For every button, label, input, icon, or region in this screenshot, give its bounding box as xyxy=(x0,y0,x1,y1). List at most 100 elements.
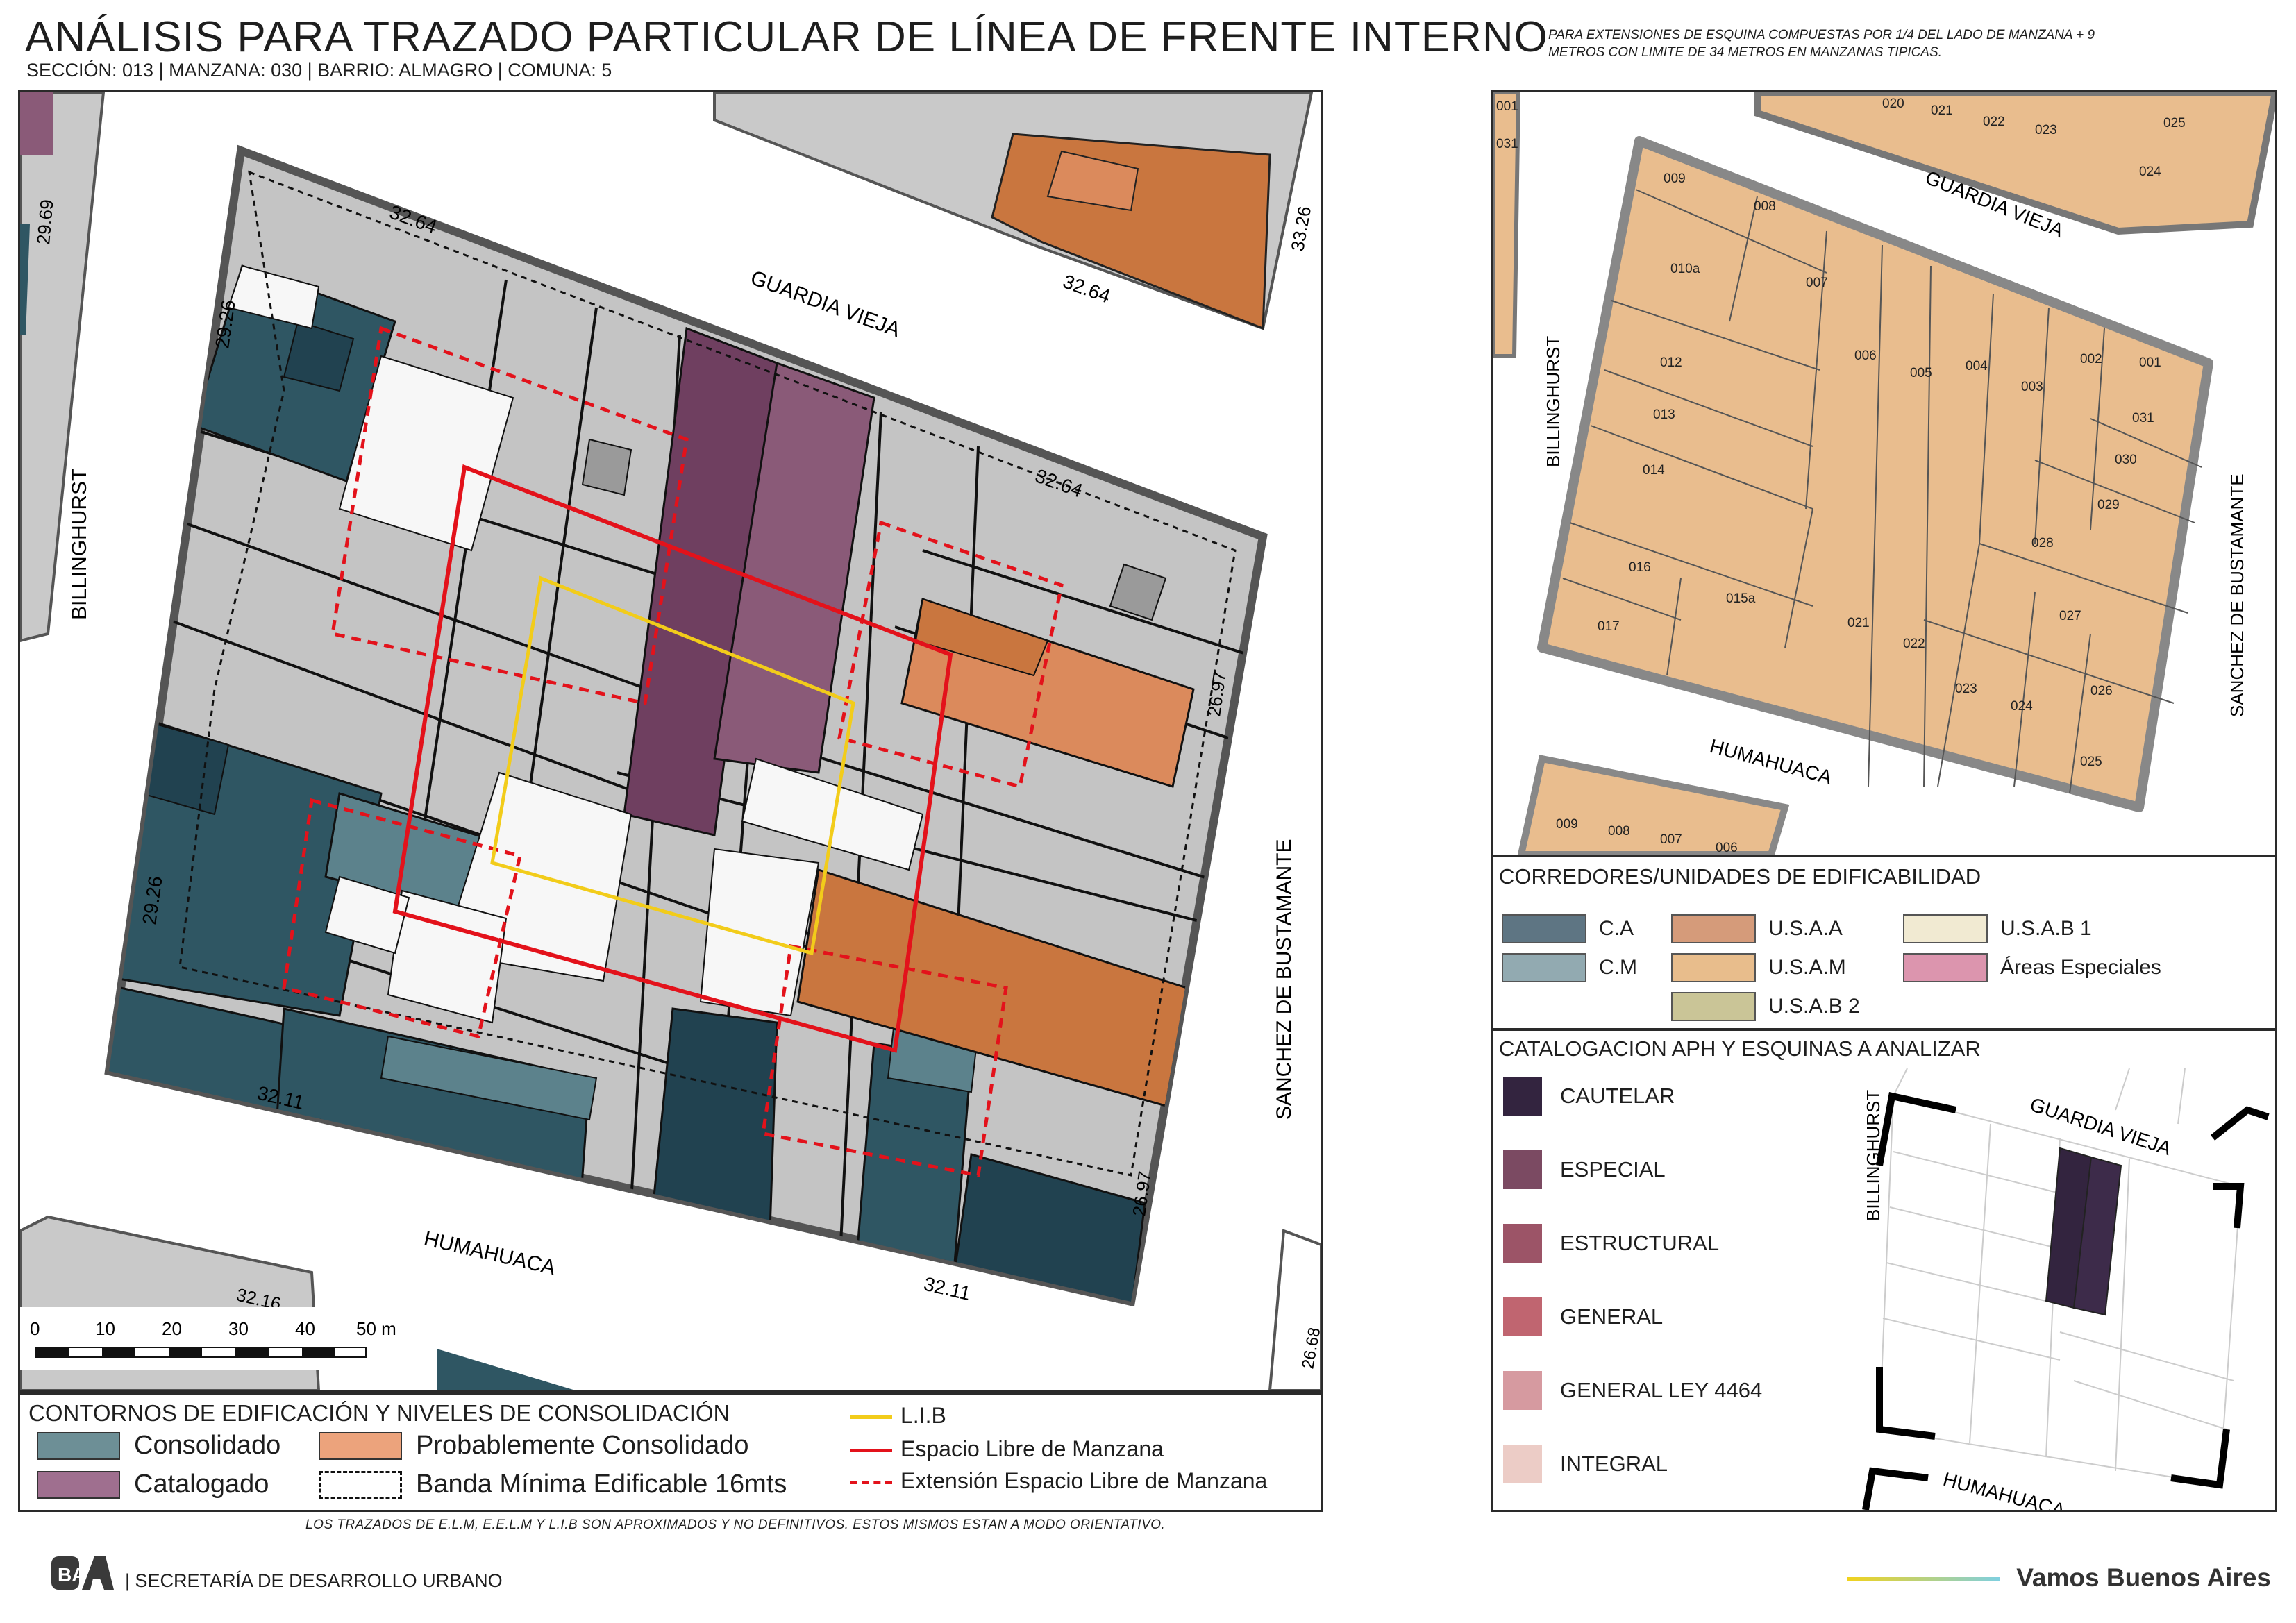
cautelar-lot-2 xyxy=(2072,1156,2122,1316)
scale-tick-10: 10 xyxy=(95,1318,115,1339)
swatch-consolidado xyxy=(37,1431,120,1460)
legend-item-prob-consolidado: Probablemente Consolidado xyxy=(319,1431,749,1461)
main-map-panel: GUARDIA VIEJA BILLINGHURST HUMAHUACA SAN… xyxy=(18,90,1323,1393)
line-elm-label: Espacio Libre de Manzana xyxy=(900,1436,1164,1461)
dim-left-far: 29.69 xyxy=(33,199,58,245)
page-title: ANÁLISIS PARA TRAZADO PARTICULAR DE LÍNE… xyxy=(25,13,1548,61)
swatch-cm xyxy=(1502,953,1586,982)
line-eelm-sample xyxy=(850,1481,892,1484)
dim-top-right-block: 32.64 xyxy=(1060,271,1113,308)
block-map: GUARDIA VIEJA BILLINGHURST HUMAHUACA SAN… xyxy=(20,92,1321,1390)
swatch-areas-especiales xyxy=(1903,953,1988,982)
legend-item-consolidado: Consolidado xyxy=(37,1431,280,1461)
consolidation-legend: CONTORNOS DE EDIFICACIÓN Y NIVELES DE CO… xyxy=(18,1393,1323,1512)
swatch-catalogado xyxy=(37,1470,120,1499)
catalogacion-legend: CATALOGACION APH Y ESQUINAS A ANALIZAR C… xyxy=(1491,1029,2277,1512)
corner-markers xyxy=(1862,1092,2270,1510)
band-16m xyxy=(178,170,1237,1177)
parcel-017: 017 xyxy=(1598,619,1620,634)
page-subtitle: SECCIÓN: 013 | MANZANA: 030 | BARRIO: AL… xyxy=(26,60,612,81)
bottom-parcel-008: 008 xyxy=(1608,824,1630,839)
legend-item-catalogado: Catalogado xyxy=(37,1470,269,1499)
parcel-028: 028 xyxy=(2031,536,2054,550)
line-lib-sample xyxy=(850,1415,892,1419)
corredores-legend: CORREDORES/UNIDADES DE EDIFICABILIDAD C.… xyxy=(1491,855,2277,1030)
ba-logo-text: BA xyxy=(58,1564,85,1586)
cat-general: GENERAL xyxy=(1503,1297,1663,1336)
edge-parcel-001: 001 xyxy=(1496,99,1518,114)
parcel-014: 014 xyxy=(1643,463,1665,478)
cat-cautelar: CAUTELAR xyxy=(1503,1077,1675,1116)
bottom-parcel-007: 007 xyxy=(1660,832,1682,847)
parcel-013: 013 xyxy=(1653,407,1675,422)
cat-general-ley-4464: GENERAL LEY 4464 xyxy=(1503,1371,1762,1410)
parcel-004: 004 xyxy=(1966,359,1988,373)
parcel-026: 026 xyxy=(2090,684,2113,698)
elm-extension xyxy=(282,326,1064,1177)
brand-name: Vamos Buenos Aires xyxy=(2016,1563,2271,1592)
scale-tick-20: 20 xyxy=(162,1318,182,1339)
parcel-022: 022 xyxy=(1903,637,1925,651)
scale-tick-30: 30 xyxy=(228,1318,249,1339)
parcel-map-panel: GUARDIA VIEJA BILLINGHURST HUMAHUACA SAN… xyxy=(1491,90,2277,857)
edge-parcel-031: 031 xyxy=(1496,137,1518,151)
parcel-025: 025 xyxy=(2080,755,2102,769)
cat-especial: ESPECIAL xyxy=(1503,1150,1666,1189)
street-label-right: SANCHEZ DE BUSTAMANTE xyxy=(1273,839,1296,1120)
brand-line xyxy=(1847,1577,2000,1581)
swatch-integral xyxy=(1503,1445,1542,1483)
parcel-016: 016 xyxy=(1629,560,1651,575)
legend-heading: CONTORNOS DE EDIFICACIÓN Y NIVELES DE CO… xyxy=(28,1400,730,1426)
corner-extension-note: PARA EXTENSIONES DE ESQUINA COMPUESTAS P… xyxy=(1548,28,2095,60)
linea-interna-basamento xyxy=(490,575,855,956)
cat-estructural: ESTRUCTURAL xyxy=(1503,1224,1719,1263)
bottom-parcel-009: 009 xyxy=(1556,817,1578,832)
parcel-021: 021 xyxy=(1847,616,1870,630)
street-label-left: BILLINGHURST xyxy=(68,469,91,620)
espacio-libre-manzana xyxy=(392,464,953,1053)
swatch-cautelar xyxy=(1503,1077,1542,1116)
parcel-005: 005 xyxy=(1910,366,1932,380)
parcel-031: 031 xyxy=(2132,411,2154,426)
dim-top-right-edge: 33.26 xyxy=(1287,205,1315,253)
top-parcel-025: 025 xyxy=(2163,116,2186,131)
corredor-cm: C.M xyxy=(1502,953,1637,982)
top-parcel-021: 021 xyxy=(1931,103,1953,118)
swatch-ca xyxy=(1502,914,1586,943)
parcel-002: 002 xyxy=(2080,352,2102,367)
swatch-especial xyxy=(1503,1150,1542,1189)
catalogacion-heading: CATALOGACION APH Y ESQUINAS A ANALIZAR xyxy=(1499,1036,1981,1061)
parcel-001: 001 xyxy=(2139,355,2161,370)
ba-logo: BA xyxy=(51,1555,114,1591)
parcel-003: 003 xyxy=(2021,380,2043,394)
corredores-heading: CORREDORES/UNIDADES DE EDIFICABILIDAD xyxy=(1499,864,1981,889)
top-parcel-020: 020 xyxy=(1882,96,1904,111)
swatch-general-ley-4464 xyxy=(1503,1371,1542,1410)
scale-tick-0: 0 xyxy=(30,1318,40,1339)
secretaria-label: | SECRETARÍA DE DESARROLLO URBANO xyxy=(125,1570,503,1591)
swatch-usaa xyxy=(1671,914,1756,943)
top-parcel-024: 024 xyxy=(2139,165,2161,179)
dim-bottom-right: 32.11 xyxy=(922,1273,973,1305)
bottom-parcel-006: 006 xyxy=(1716,841,1738,855)
scale-tick-40: 40 xyxy=(295,1318,315,1339)
parcel-027: 027 xyxy=(2059,609,2081,623)
parcel-labels: 009 008 010a 007 012 006 005 004 003 002… xyxy=(1496,96,2186,855)
swatch-usab1 xyxy=(1903,914,1988,943)
parcel-street-bottom: HUMAHUACA xyxy=(1707,735,1834,789)
parcel-009: 009 xyxy=(1664,171,1686,186)
parcel-024: 024 xyxy=(2011,699,2033,714)
cat-integral: INTEGRAL xyxy=(1503,1445,1668,1483)
corredor-usab2: U.S.A.B 2 xyxy=(1671,992,1860,1021)
corner-mini-map: GUARDIA VIEJA BILLINGHURST HUMAHUACA xyxy=(1852,1068,2275,1510)
line-elm-sample xyxy=(850,1449,892,1452)
top-parcel-023: 023 xyxy=(2035,123,2057,137)
parcel-map: GUARDIA VIEJA BILLINGHURST HUMAHUACA SAN… xyxy=(1493,92,2275,855)
parcel-015a: 015a xyxy=(1726,591,1756,606)
line-eelm-label: Extensión Espacio Libre de Manzana xyxy=(900,1468,1268,1493)
corredor-usam: U.S.A.M xyxy=(1671,953,1846,982)
parcel-023: 023 xyxy=(1955,682,1977,696)
swatch-prob-consolidado xyxy=(319,1431,402,1460)
line-lib-label: L.I.B xyxy=(900,1403,946,1428)
legend-item-banda: Banda Mínima Edificable 16mts xyxy=(319,1470,787,1499)
